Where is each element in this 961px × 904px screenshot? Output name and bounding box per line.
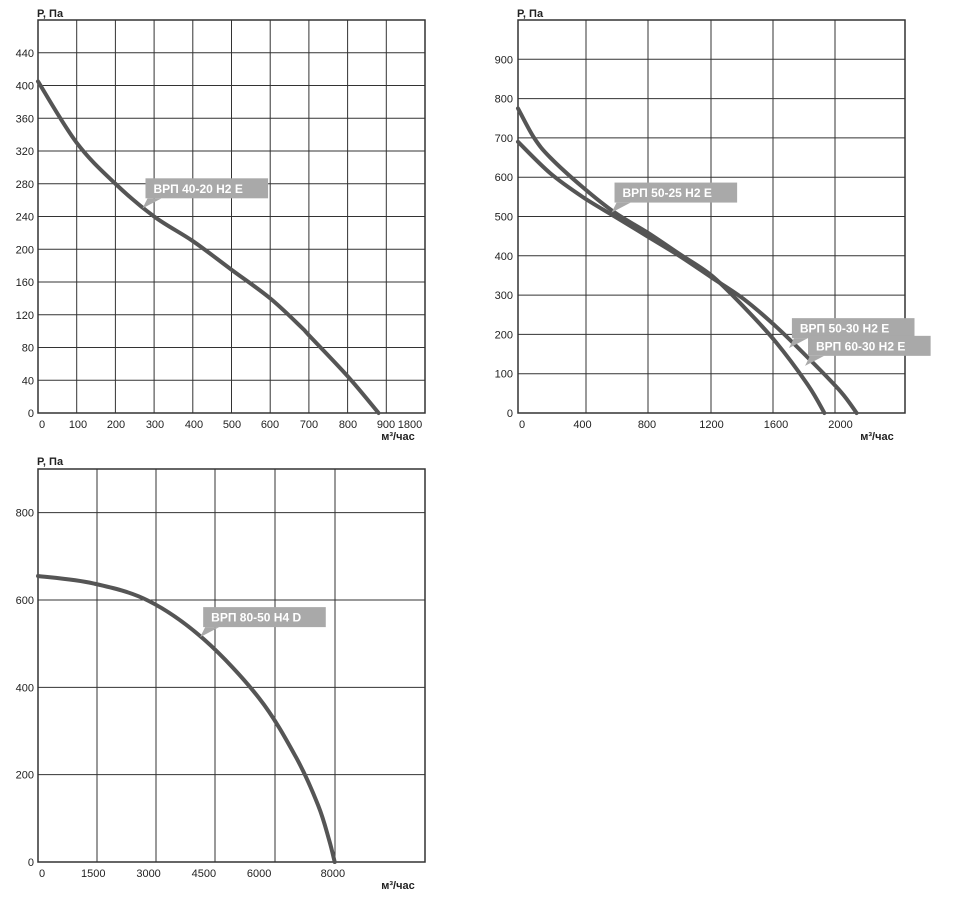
- y-tick-label: 800: [16, 508, 34, 520]
- callout-pointer: [788, 338, 808, 349]
- y-tick-label: 400: [16, 81, 34, 93]
- x-tick-label: 600: [261, 419, 279, 431]
- y-tick-label: 400: [16, 682, 34, 694]
- chart-panel-2: 0 100 200 300 400 500 600 700 800 900 0 400 800 1200 1…: [495, 8, 931, 443]
- x-tick-label: 400: [185, 419, 203, 431]
- y-tick-label: 200: [16, 770, 34, 782]
- series-line-2: [516, 139, 859, 415]
- x-tick-label: 3000: [136, 868, 160, 880]
- y-tick-label: 40: [22, 375, 34, 387]
- callout-box: [203, 607, 326, 628]
- y-axis-label: P, Па: [37, 8, 64, 20]
- callout-box: [145, 178, 269, 199]
- x-tick-label: 2000: [828, 419, 852, 431]
- callout-pointer: [200, 627, 220, 638]
- x-tick-label: 6000: [247, 868, 271, 880]
- x-tick-label: 8000: [321, 868, 345, 880]
- x-axis-label: м³/час: [860, 431, 893, 443]
- x-tick-label: 0: [39, 868, 45, 880]
- x-tick-label: 400: [573, 419, 591, 431]
- x-tick-label: 4500: [192, 868, 216, 880]
- x-axis-label: м³/час: [381, 431, 414, 443]
- series-line-1: [516, 106, 827, 415]
- y-tick-label: 500: [495, 212, 513, 224]
- x-tick-label: 700: [300, 419, 318, 431]
- x-tick-label: 300: [146, 419, 164, 431]
- series-line-1: [36, 79, 381, 415]
- y-tick-label: 160: [16, 277, 34, 289]
- y-tick-label: 200: [16, 244, 34, 256]
- x-tick-label: 0: [39, 419, 45, 431]
- y-tick-label: 900: [495, 54, 513, 66]
- series-callout: ВРП 80-50 Н4 D: [200, 607, 326, 638]
- x-tick-label: 200: [107, 419, 125, 431]
- callout-box: [808, 335, 931, 356]
- y-tick-label: 320: [16, 146, 34, 158]
- series-callout: ВРП 60-30 Н2 Е: [805, 335, 931, 366]
- y-tick-label: 80: [22, 343, 34, 355]
- y-tick-label: 100: [495, 369, 513, 381]
- x-tick-label: 800: [638, 419, 656, 431]
- x-axis-label: м³/час: [381, 880, 414, 892]
- x-tick-label: 100: [69, 419, 87, 431]
- y-tick-label: 300: [495, 290, 513, 302]
- callout-label: ВРП 60-30 Н2 Е: [816, 339, 905, 353]
- x-tick-label: 800: [339, 419, 357, 431]
- series-callout: ВРП 50-25 Н2 Е: [611, 182, 738, 213]
- plot-frame: [37, 19, 426, 414]
- y-tick-label: 0: [28, 408, 34, 420]
- x-tick-label: 1500: [81, 868, 105, 880]
- y-tick-label: 0: [28, 857, 34, 869]
- y-axis-label: P, Па: [37, 456, 64, 468]
- chart-panel-1: 0 40 80 120 160 200 240 280 320 360 400 440 0 100 200 3…: [16, 8, 426, 443]
- callout-label: ВРП 40-20 Н2 Е: [153, 182, 242, 196]
- y-axis-label: P, Па: [517, 8, 544, 20]
- x-tick-label: 1200: [699, 419, 723, 431]
- plot-frame: [517, 19, 906, 414]
- y-tick-label: 360: [16, 113, 34, 125]
- series-line-1: [36, 573, 337, 864]
- y-tick-label: 280: [16, 179, 34, 191]
- x-tick-label: 0: [519, 419, 525, 431]
- callout-label: ВРП 50-30 Н2 Е: [800, 322, 889, 336]
- callout-pointer: [611, 202, 631, 213]
- x-tick-label: 900: [377, 419, 395, 431]
- plot-frame: [37, 468, 426, 863]
- callout-pointer: [142, 198, 162, 209]
- series-callout: ВРП 40-20 Н2 Е: [142, 178, 269, 209]
- y-tick-label: 240: [16, 212, 34, 224]
- y-tick-label: 600: [16, 595, 34, 607]
- y-tick-label: 0: [507, 408, 513, 420]
- y-tick-label: 800: [495, 94, 513, 106]
- callout-box: [791, 318, 915, 339]
- callout-label: ВРП 50-25 Н2 Е: [623, 186, 712, 200]
- callout-label: ВРП 80-50 Н4 D: [211, 611, 301, 625]
- series-callout: ВРП 50-30 Н2 Е: [788, 318, 915, 349]
- y-tick-label: 600: [495, 172, 513, 184]
- x-tick-label: 500: [223, 419, 241, 431]
- x-tick-label: 1800: [398, 419, 422, 431]
- y-tick-label: 400: [495, 251, 513, 263]
- x-tick-label: 1600: [764, 419, 788, 431]
- callout-pointer: [805, 355, 825, 366]
- callout-box: [614, 182, 738, 203]
- y-tick-label: 440: [16, 48, 34, 60]
- y-tick-label: 700: [495, 133, 513, 145]
- y-tick-label: 200: [495, 329, 513, 341]
- y-tick-label: 120: [16, 310, 34, 322]
